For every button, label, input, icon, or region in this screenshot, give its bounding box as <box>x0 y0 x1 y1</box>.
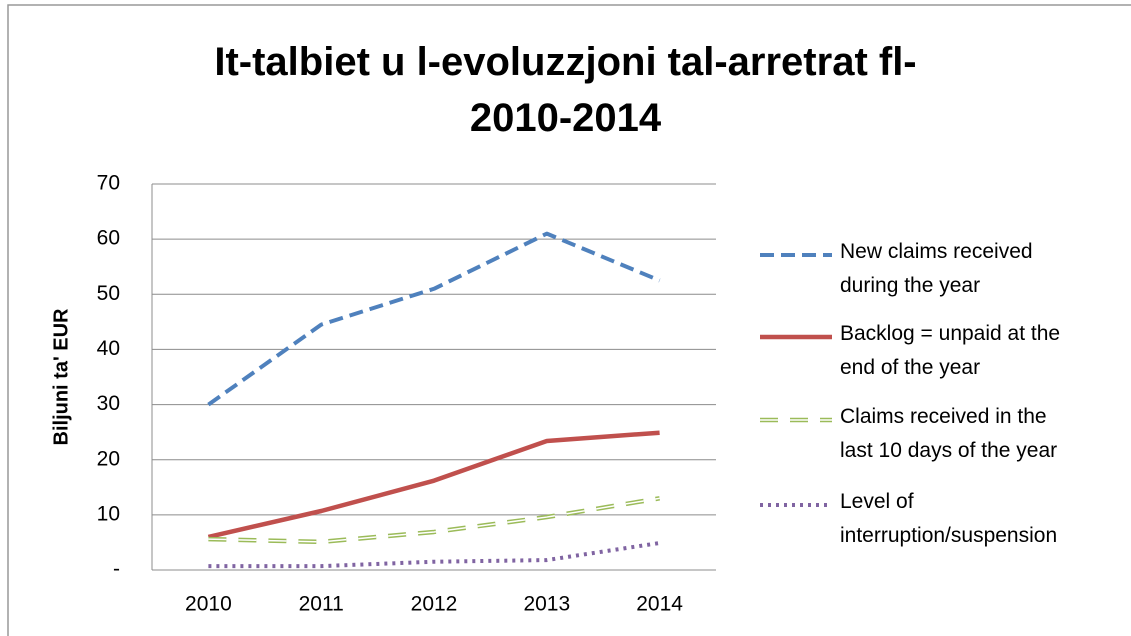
x-tick-label: 2014 <box>636 593 683 616</box>
series-line <box>207 430 660 540</box>
legend-entry: New claims received during the year <box>840 240 1033 297</box>
series-line <box>207 231 661 407</box>
x-tick-label: 2011 <box>299 593 344 616</box>
x-tick-label: 2010 <box>185 593 232 616</box>
chart-title: 2010-2014 <box>469 96 662 140</box>
series-line-inner <box>208 497 660 543</box>
series-line <box>208 541 660 569</box>
legend-entry: Level of interruption/suspension <box>840 490 1058 547</box>
y-tick-label: 10 <box>97 502 120 525</box>
y-axis-label: Biljuni ta' EUR <box>50 308 72 446</box>
x-tick-label: 2012 <box>411 593 458 616</box>
x-tick-label: 2013 <box>523 593 570 616</box>
legend-entry: Backlog = unpaid at the end of the year <box>840 322 1061 379</box>
chart-title: It-talbiet u l-evoluzzjoni tal-arretrat … <box>214 40 917 84</box>
y-tick-label: 50 <box>97 282 120 305</box>
y-tick-label: - <box>113 558 120 581</box>
y-tick-label: 30 <box>97 392 120 415</box>
legend-entry: Claims received in the last 10 days of t… <box>840 405 1058 462</box>
y-tick-label: 60 <box>97 227 120 250</box>
y-tick-label: 40 <box>97 337 120 360</box>
y-tick-label: 70 <box>97 172 120 195</box>
y-tick-label: 20 <box>97 447 120 470</box>
chart-frame <box>7 4 1131 636</box>
